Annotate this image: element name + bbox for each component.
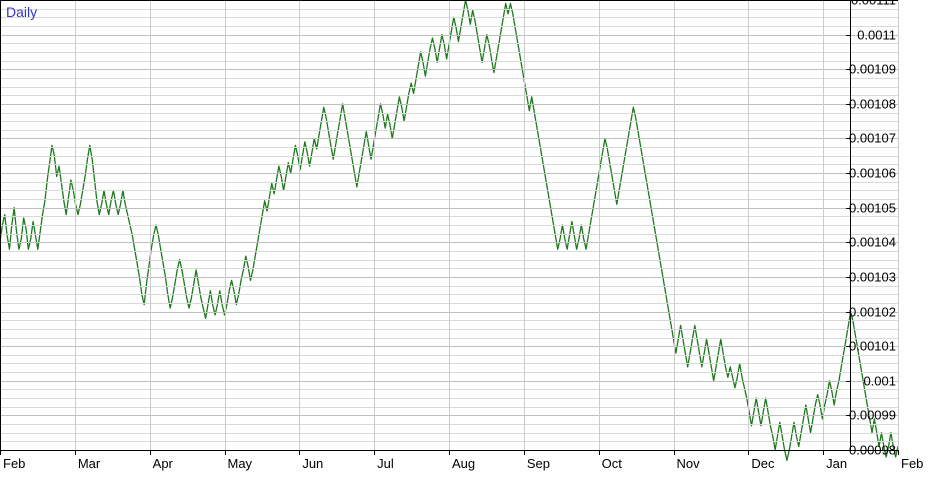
x-axis-label: Nov <box>677 456 700 471</box>
chart-title-label: Daily <box>6 4 37 20</box>
plot-area: 0.00098 0.00099 0.001 0.00101 0.00102 0.00103… <box>0 0 898 450</box>
y-axis-label: 0.00103 <box>849 269 896 284</box>
gridline-vertical <box>599 0 600 450</box>
y-axis-label: 0.00102 <box>849 304 896 319</box>
x-axis-tick <box>898 450 899 455</box>
price-chart: Daily 0.00098 0.00099 0.001 0.00101 0.00102 0… <box>0 0 945 486</box>
x-axis-label: Oct <box>602 456 622 471</box>
gridline-vertical <box>225 0 226 450</box>
y-axis-label: 0.00108 <box>849 96 896 111</box>
axis-border-top <box>0 0 898 1</box>
y-axis-label: 0.0011 <box>857 27 896 42</box>
gridline-vertical <box>449 0 450 450</box>
gridline-vertical <box>374 0 375 450</box>
gridline-vertical <box>898 0 899 450</box>
y-axis-label: 0.00107 <box>849 131 896 146</box>
axis-border-right <box>850 0 851 450</box>
x-axis-label: Feb <box>901 456 923 471</box>
x-axis-label: Mar <box>78 456 100 471</box>
x-axis-label: Apr <box>153 456 173 471</box>
x-axis-label: Dec <box>751 456 774 471</box>
gridline-vertical <box>75 0 76 450</box>
y-axis-label: 0.00104 <box>849 235 896 250</box>
gridline-vertical <box>748 0 749 450</box>
x-axis-label: Sep <box>527 456 550 471</box>
y-axis-label: 0.00109 <box>849 62 896 77</box>
y-axis-label: 0.00106 <box>849 166 896 181</box>
gridline-vertical <box>524 0 525 450</box>
axis-border-left <box>0 0 1 450</box>
x-axis-label: May <box>228 456 253 471</box>
x-axis-label: Jul <box>377 456 394 471</box>
y-axis-label: 0.001 <box>863 373 896 388</box>
y-axis-label: 0.00099 <box>849 408 896 423</box>
x-axis-label: Jan <box>826 456 847 471</box>
x-axis-label: Feb <box>3 456 25 471</box>
gridline-vertical <box>150 0 151 450</box>
gridline-vertical <box>674 0 675 450</box>
gridline-vertical <box>299 0 300 450</box>
y-axis-label: 0.00101 <box>849 339 896 354</box>
x-axis-label: Aug <box>452 456 475 471</box>
x-axis-label: Jun <box>302 456 323 471</box>
y-axis-label: 0.00111 <box>851 0 896 8</box>
axis-border-bottom <box>0 450 898 451</box>
y-axis-label: 0.00105 <box>849 200 896 215</box>
gridline-vertical <box>823 0 824 450</box>
